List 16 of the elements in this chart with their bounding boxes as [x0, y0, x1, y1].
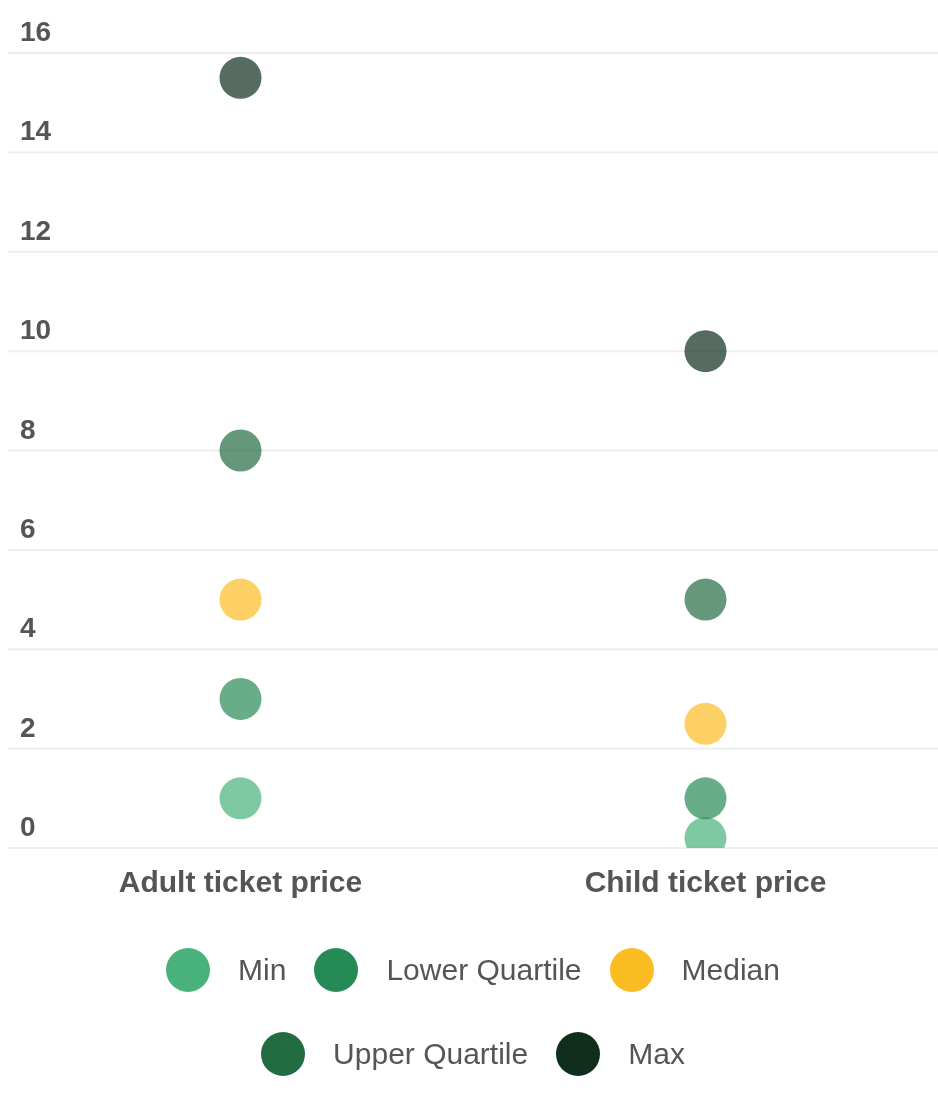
- legend-label: Min: [238, 953, 287, 987]
- y-tick-label: 4: [20, 612, 36, 644]
- y-tick-label: 6: [20, 512, 36, 544]
- y-tick-label: 16: [20, 16, 52, 47]
- legend-label: Max: [628, 1037, 685, 1071]
- legend-label: Upper Quartile: [333, 1037, 529, 1071]
- y-tick-label: 10: [20, 314, 52, 346]
- y-tick-label: 0: [20, 811, 36, 842]
- legend-label: Median: [681, 953, 780, 987]
- y-tick-label: 12: [20, 214, 52, 246]
- x-tick-label: Adult ticket price: [118, 865, 363, 898]
- y-tick-label: 2: [20, 711, 36, 743]
- y-tick-label: 14: [20, 115, 52, 147]
- x-tick-label: Child ticket price: [584, 865, 827, 898]
- y-tick-label: 8: [20, 413, 36, 445]
- legend-label: Lower Quartile: [386, 953, 582, 987]
